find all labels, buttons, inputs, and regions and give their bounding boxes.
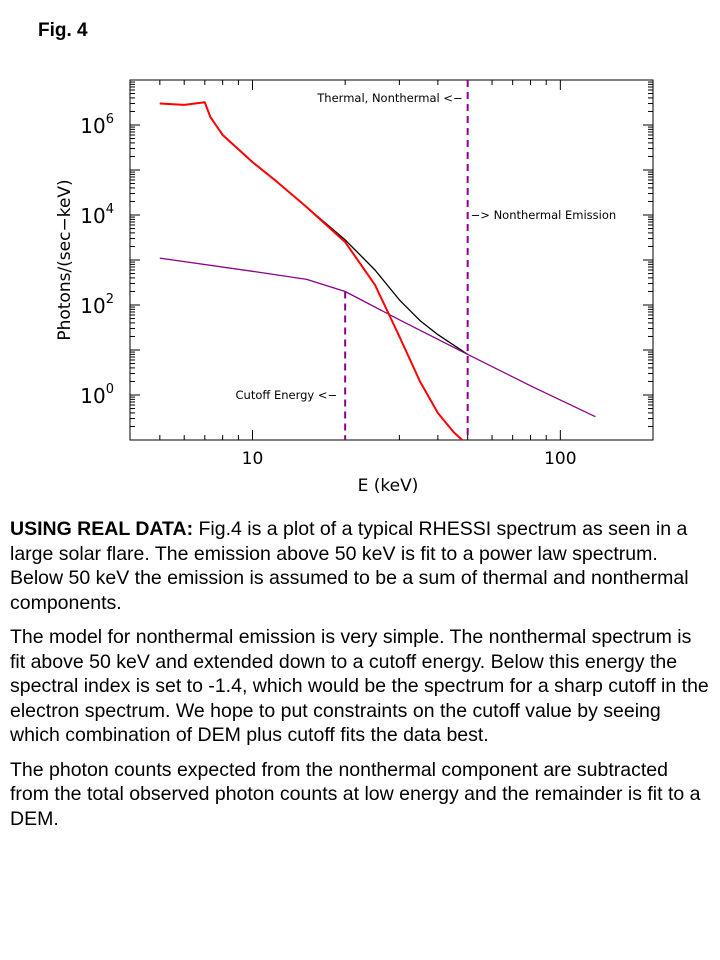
figure-label: Fig. 4 (38, 20, 88, 41)
lead-heading: USING REAL DATA: (10, 518, 194, 540)
x-axis-label: E (keV) (358, 476, 419, 496)
thermal-series-line (159, 101, 463, 441)
nonthermal-emission-annotation: −> Nonthermal Emission (471, 208, 617, 222)
description: USING REAL DATA: Fig.4 is a plot of a ty… (10, 517, 710, 841)
x-tick-label: 10 (242, 449, 264, 469)
spectrum-chart: 10 100 100 102 104 106 Thermal, Nonthermal <− −… (55, 79, 654, 496)
cutoff-energy-annotation: Cutoff Energy <− (236, 388, 338, 402)
plot-frame (129, 79, 654, 441)
thermal-nonthermal-annotation: Thermal, Nonthermal <− (316, 91, 462, 105)
y-tick-label: 104 (80, 202, 114, 228)
paragraph-1-body: Fig.4 is a plot of a typical RHESSI spec… (10, 518, 689, 614)
y-tick-label: 106 (80, 112, 114, 138)
paragraph-2: The model for nonthermal emission is ver… (10, 626, 709, 746)
x-tick-label: 100 (544, 449, 576, 469)
paragraph-1: USING REAL DATA: Fig.4 is a plot of a ty… (10, 517, 710, 615)
nonthermal-series-line (159, 257, 596, 418)
paragraph-3: The photon counts expected from the nont… (10, 758, 701, 830)
total-series-line (159, 101, 469, 355)
y-tick-label: 100 (80, 382, 114, 408)
y-tick-label: 102 (80, 292, 114, 318)
y-axis-label: Photons/(sec−keV) (55, 179, 75, 340)
